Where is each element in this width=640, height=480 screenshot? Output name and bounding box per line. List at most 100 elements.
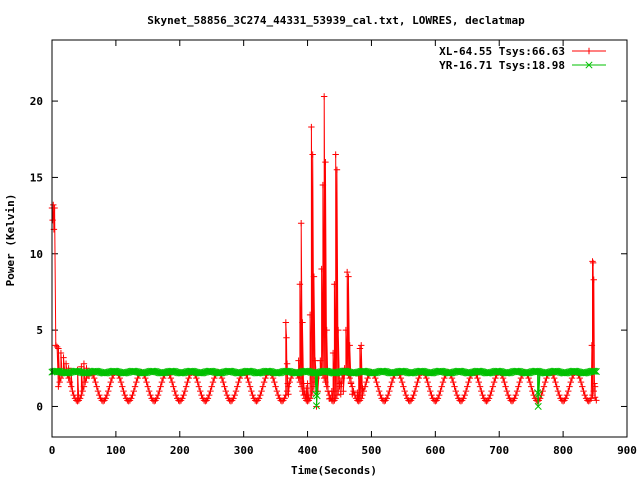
data-point xyxy=(181,387,189,395)
series-plus xyxy=(48,93,600,410)
data-point xyxy=(409,395,416,402)
x-tick-label: 900 xyxy=(617,444,637,457)
data-point xyxy=(281,395,288,402)
data-point xyxy=(322,158,329,166)
data-point xyxy=(121,391,129,399)
data-point xyxy=(103,391,111,399)
data-point xyxy=(511,395,518,402)
chart-title: Skynet_58856_3C274_44331_53939_cal.txt, … xyxy=(147,14,525,27)
data-point xyxy=(235,378,242,386)
data-point xyxy=(562,395,569,402)
legend-label: YR-16.71 Tsys:18.98 xyxy=(439,59,565,72)
data-point xyxy=(286,378,293,386)
data-point xyxy=(588,342,596,349)
data-point xyxy=(360,387,367,395)
data-point xyxy=(450,378,457,386)
data-point xyxy=(579,383,586,390)
data-point xyxy=(485,395,493,402)
data-point xyxy=(92,378,99,386)
data-point xyxy=(130,387,137,395)
data-point xyxy=(593,397,600,404)
data-point xyxy=(143,378,150,386)
data-point xyxy=(197,387,204,395)
data-point xyxy=(592,368,600,376)
data-point xyxy=(585,61,593,69)
legend-label: XL-64.55 Tsys:66.63 xyxy=(439,45,565,58)
data-point xyxy=(134,374,141,382)
data-point xyxy=(194,378,201,386)
data-point xyxy=(534,402,542,411)
data-point xyxy=(590,387,597,395)
data-point xyxy=(220,378,227,386)
data-point xyxy=(179,395,186,402)
data-point xyxy=(317,357,324,364)
data-point xyxy=(337,378,344,386)
data-point xyxy=(168,378,176,386)
data-point xyxy=(434,395,442,402)
data-point xyxy=(272,383,279,390)
x-tick-label: 200 xyxy=(170,444,190,457)
data-point xyxy=(262,374,269,382)
data-point xyxy=(248,387,255,395)
data-point xyxy=(452,387,459,395)
data-point xyxy=(401,387,408,395)
data-point xyxy=(435,391,443,399)
data-point xyxy=(460,395,467,402)
data-point xyxy=(67,383,75,390)
data-point xyxy=(300,391,307,399)
data-point xyxy=(580,387,587,395)
data-point xyxy=(221,383,228,390)
data-point xyxy=(56,378,63,386)
data-point xyxy=(94,387,102,395)
data-point xyxy=(550,374,558,382)
data-point xyxy=(80,360,88,367)
data-point xyxy=(120,387,127,395)
data-point xyxy=(283,387,291,395)
data-point xyxy=(490,378,498,386)
x-tick-label: 600 xyxy=(425,444,445,457)
data-point xyxy=(154,391,162,399)
data-point xyxy=(358,395,365,402)
data-point xyxy=(60,354,67,361)
data-point xyxy=(232,387,240,395)
x-tick-label: 0 xyxy=(49,444,56,457)
data-point xyxy=(107,378,114,386)
data-point xyxy=(320,93,328,100)
x-tick-label: 400 xyxy=(298,444,318,457)
data-point xyxy=(383,395,390,402)
data-point xyxy=(303,384,310,392)
data-point xyxy=(306,311,314,319)
data-point xyxy=(361,383,369,390)
data-point xyxy=(69,387,76,395)
data-point xyxy=(591,394,599,401)
data-point xyxy=(478,387,485,395)
data-point xyxy=(57,349,65,357)
data-point xyxy=(230,395,237,402)
data-point xyxy=(285,383,292,390)
data-point xyxy=(271,378,278,386)
data-point xyxy=(105,387,112,395)
data-point xyxy=(333,391,341,399)
data-point xyxy=(487,391,494,399)
data-point xyxy=(102,395,109,402)
data-point xyxy=(553,383,560,390)
data-point xyxy=(287,374,295,382)
data-point xyxy=(527,383,535,390)
data-point xyxy=(128,395,135,402)
data-point xyxy=(318,265,325,273)
data-point xyxy=(377,391,384,399)
data-point xyxy=(492,374,499,382)
data-point xyxy=(323,326,330,334)
y-tick-label: 15 xyxy=(30,171,43,184)
data-point xyxy=(80,383,88,390)
data-point xyxy=(475,378,482,386)
data-point xyxy=(349,383,356,390)
data-point xyxy=(386,387,393,395)
data-point xyxy=(529,387,536,395)
data-point xyxy=(427,387,434,395)
data-point xyxy=(258,387,265,395)
data-point xyxy=(234,383,241,390)
data-point xyxy=(283,360,291,367)
data-point xyxy=(147,391,154,399)
